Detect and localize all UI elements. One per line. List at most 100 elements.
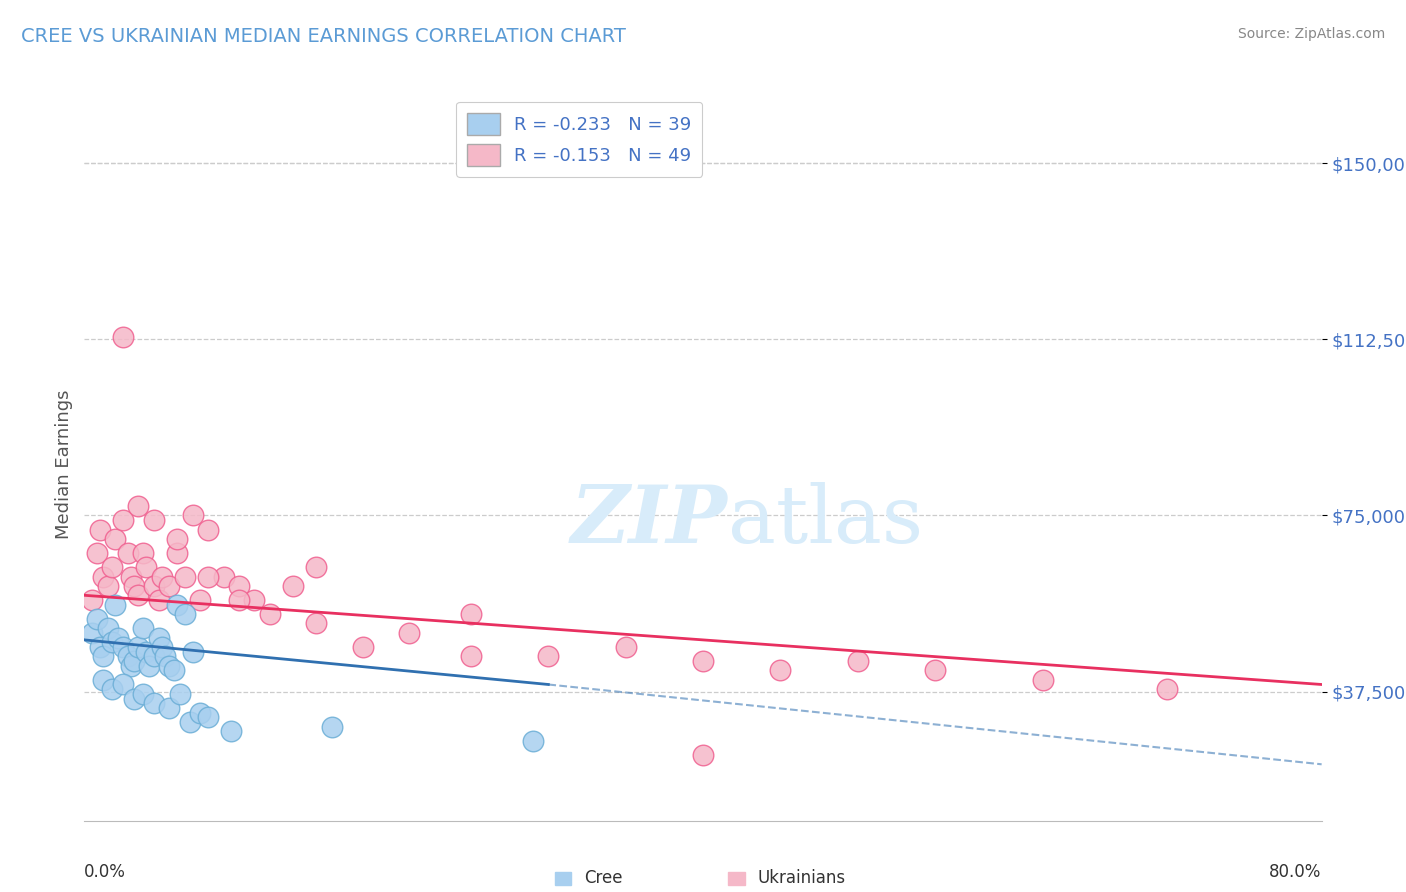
Point	[112, 640, 135, 654]
Bar	[554, 872, 571, 885]
Point	[91, 673, 114, 687]
Point	[212, 569, 235, 583]
Point	[96, 579, 118, 593]
Point	[169, 687, 191, 701]
Point	[143, 696, 166, 710]
Point	[82, 593, 104, 607]
Point	[127, 640, 149, 654]
Point	[132, 687, 155, 701]
Point	[398, 625, 420, 640]
Text: atlas: atlas	[728, 482, 922, 560]
Point	[188, 706, 211, 720]
Point	[159, 579, 180, 593]
Point	[352, 640, 374, 654]
Point	[163, 664, 186, 678]
Point	[460, 649, 482, 664]
Point	[101, 635, 124, 649]
Point	[135, 560, 157, 574]
Point	[148, 593, 170, 607]
Point	[89, 640, 111, 654]
Point	[112, 677, 135, 691]
Point	[96, 621, 118, 635]
Point	[127, 499, 149, 513]
Point	[181, 508, 204, 523]
Point	[127, 588, 149, 602]
Point	[228, 579, 250, 593]
Point	[132, 621, 155, 635]
Point	[281, 579, 305, 593]
Point	[614, 640, 637, 654]
Point	[243, 593, 266, 607]
Point	[219, 724, 242, 739]
Point	[101, 560, 124, 574]
Text: Cree: Cree	[583, 870, 623, 888]
Point	[91, 569, 114, 583]
Point	[1156, 682, 1178, 697]
Point	[120, 569, 142, 583]
Point	[86, 612, 108, 626]
Point	[86, 546, 108, 560]
Point	[159, 701, 180, 715]
Point	[924, 664, 946, 678]
Bar	[728, 872, 745, 885]
Point	[197, 710, 219, 724]
Point	[143, 513, 166, 527]
Point	[197, 523, 219, 537]
Point	[188, 593, 211, 607]
Point	[1032, 673, 1054, 687]
Point	[153, 649, 176, 664]
Point	[112, 513, 135, 527]
Point	[150, 569, 173, 583]
Point	[143, 649, 166, 664]
Point	[104, 532, 127, 546]
Point	[305, 560, 328, 574]
Point	[166, 532, 188, 546]
Point	[104, 598, 127, 612]
Point	[181, 645, 204, 659]
Point	[166, 546, 188, 560]
Point	[769, 664, 792, 678]
Point	[122, 691, 145, 706]
Y-axis label: Median Earnings: Median Earnings	[55, 389, 73, 539]
Text: 0.0%: 0.0%	[84, 863, 127, 881]
Point	[107, 631, 129, 645]
Point	[159, 658, 180, 673]
Point	[846, 654, 869, 668]
Point	[91, 649, 114, 664]
Point	[166, 598, 188, 612]
Point	[174, 569, 197, 583]
Point	[692, 747, 714, 762]
Point	[120, 658, 142, 673]
Point	[89, 523, 111, 537]
Text: Ukrainians: Ukrainians	[756, 870, 845, 888]
Point	[117, 649, 139, 664]
Point	[179, 714, 201, 729]
Point	[305, 616, 328, 631]
Text: CREE VS UKRAINIAN MEDIAN EARNINGS CORRELATION CHART: CREE VS UKRAINIAN MEDIAN EARNINGS CORREL…	[21, 27, 626, 45]
Text: ZIP: ZIP	[571, 483, 728, 559]
Legend: R = -0.233   N = 39, R = -0.153   N = 49: R = -0.233 N = 39, R = -0.153 N = 49	[457, 102, 702, 177]
Point	[82, 625, 104, 640]
Point	[117, 546, 139, 560]
Point	[460, 607, 482, 621]
Point	[150, 640, 173, 654]
Point	[132, 546, 155, 560]
Point	[112, 330, 135, 344]
Point	[197, 569, 219, 583]
Text: Source: ZipAtlas.com: Source: ZipAtlas.com	[1237, 27, 1385, 41]
Point	[692, 654, 714, 668]
Point	[138, 658, 160, 673]
Point	[174, 607, 197, 621]
Point	[122, 579, 145, 593]
Point	[228, 593, 250, 607]
Point	[321, 720, 343, 734]
Point	[143, 579, 166, 593]
Point	[259, 607, 281, 621]
Point	[522, 734, 544, 748]
Point	[122, 654, 145, 668]
Point	[101, 682, 124, 697]
Point	[148, 631, 170, 645]
Point	[537, 649, 560, 664]
Point	[135, 645, 157, 659]
Text: 80.0%: 80.0%	[1270, 863, 1322, 881]
